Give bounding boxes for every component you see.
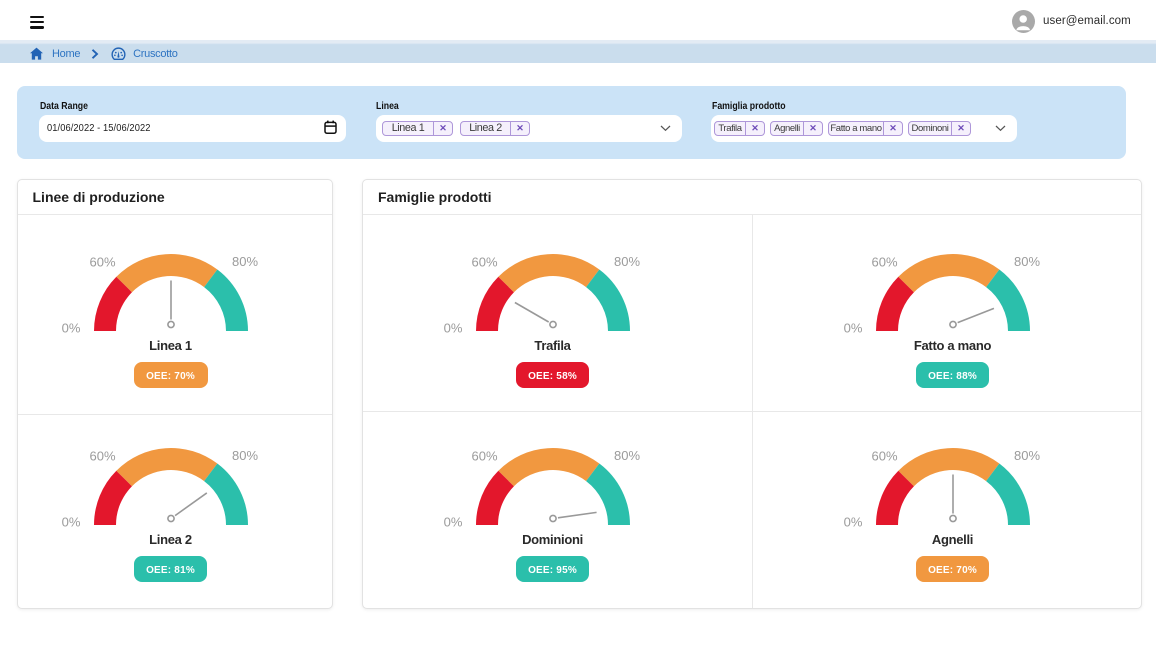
- svg-text:60%: 60%: [89, 254, 115, 269]
- svg-text:80%: 80%: [613, 448, 639, 463]
- svg-text:80%: 80%: [1013, 254, 1039, 269]
- svg-text:0%: 0%: [443, 320, 462, 335]
- svg-text:80%: 80%: [613, 254, 639, 269]
- svg-text:0%: 0%: [843, 320, 862, 335]
- svg-text:0%: 0%: [61, 514, 80, 529]
- svg-text:0%: 0%: [61, 320, 80, 335]
- svg-text:80%: 80%: [1013, 448, 1039, 463]
- svg-text:80%: 80%: [231, 254, 257, 269]
- svg-text:80%: 80%: [231, 448, 257, 463]
- svg-text:0%: 0%: [443, 514, 462, 529]
- svg-text:0%: 0%: [843, 514, 862, 529]
- svg-text:60%: 60%: [871, 254, 897, 269]
- svg-text:60%: 60%: [871, 448, 897, 463]
- svg-text:60%: 60%: [89, 448, 115, 463]
- svg-text:60%: 60%: [471, 448, 497, 463]
- svg-text:60%: 60%: [471, 254, 497, 269]
